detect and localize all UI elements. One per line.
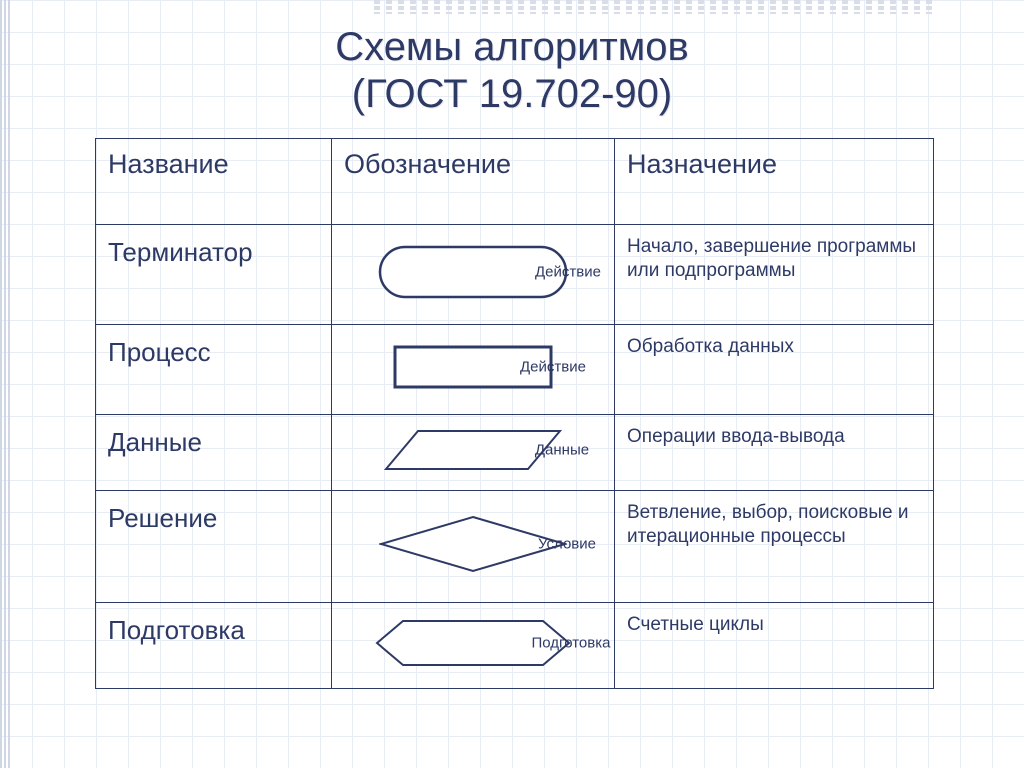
row-name: Терминатор (96, 225, 332, 325)
col-header-name: Название (96, 139, 332, 225)
process-shape: Действие (393, 345, 553, 389)
row-purpose: Ветвление, выбор, поисковые и итерационн… (615, 491, 934, 603)
table-row: Данные Данные Операции ввода-вывода (96, 415, 934, 491)
table-row: Подготовка Подготовка Счетные циклы (96, 603, 934, 689)
row-name: Данные (96, 415, 332, 491)
terminator-shape: Действие (378, 245, 568, 299)
row-purpose: Счетные циклы (615, 603, 934, 689)
row-symbol-cell: Подготовка (332, 603, 615, 689)
top-accent-dots (374, 0, 934, 14)
preparation-shape: Подготовка (375, 619, 571, 667)
title-line-2: (ГОСТ 19.702-90) (352, 72, 672, 116)
row-symbol-cell: Условие (332, 491, 615, 603)
flowchart-symbols-table: Название Обозначение Назначение Терминат… (95, 138, 933, 689)
diamond-icon (379, 515, 567, 573)
col-header-purpose: Назначение (615, 139, 934, 225)
col-header-symbol: Обозначение (332, 139, 615, 225)
left-accent-stripes (0, 0, 10, 768)
symbol-table: Название Обозначение Назначение Терминат… (95, 138, 934, 689)
row-name: Процесс (96, 325, 332, 415)
process-icon (393, 345, 553, 389)
table-row: Процесс Действие Обработка данных (96, 325, 934, 415)
row-name: Подготовка (96, 603, 332, 689)
decision-shape: Условие (379, 515, 567, 573)
row-symbol-cell: Действие (332, 225, 615, 325)
row-purpose: Обработка данных (615, 325, 934, 415)
data-shape: Данные (384, 429, 562, 471)
row-symbol-cell: Действие (332, 325, 615, 415)
table-row: Решение Условие Ветвление, выбор, поиско… (96, 491, 934, 603)
parallelogram-icon (384, 429, 562, 471)
table-header-row: Название Обозначение Назначение (96, 139, 934, 225)
hexagon-icon (375, 619, 571, 667)
row-purpose: Операции ввода-вывода (615, 415, 934, 491)
title-line-1: Схемы алгоритмов (335, 25, 689, 69)
row-symbol-cell: Данные (332, 415, 615, 491)
table-row: Терминатор Действие Начало, завершение п… (96, 225, 934, 325)
row-purpose: Начало, завершение программы или подпрог… (615, 225, 934, 325)
page-title: Схемы алгоритмов (ГОСТ 19.702-90) (0, 0, 1024, 118)
terminator-icon (378, 245, 568, 299)
row-name: Решение (96, 491, 332, 603)
